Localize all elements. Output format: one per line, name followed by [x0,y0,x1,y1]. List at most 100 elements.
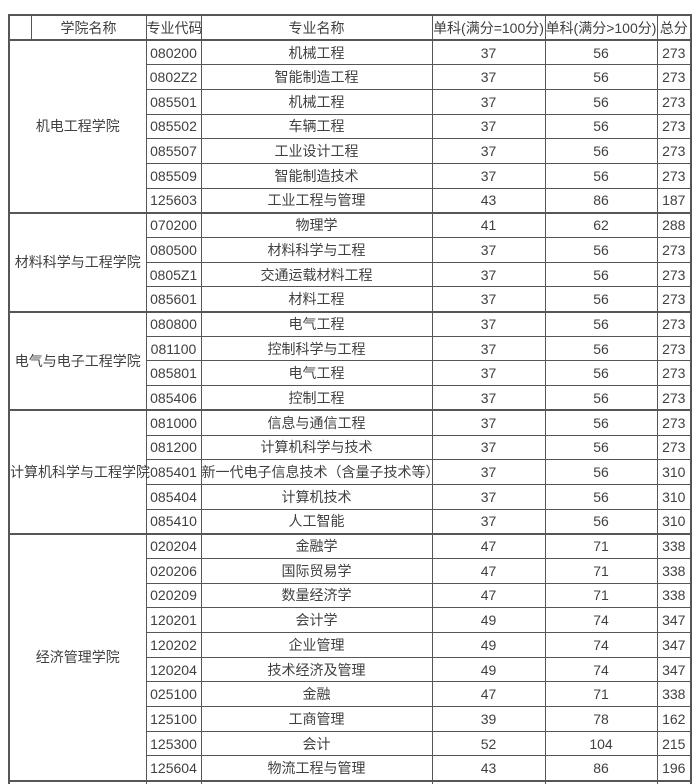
major-name-cell: 计算机技术 [200,483,433,510]
major-name-cell: 新一代电子信息技术（含量子技术等） [200,459,440,485]
single-subject-gt100-cell: 56 [544,360,658,387]
single-subject-gt100-cell: 56 [544,162,658,189]
major-code-cell: 025100 [145,681,202,708]
single-subject-eq100-header: 单科(满分=100分) [431,14,546,41]
total-score-cell: 273 [656,237,692,263]
major-code-cell: 081000 [145,409,202,436]
single-subject-gt100-cell: 56 [544,483,658,510]
major-name-cell: 控制工程 [200,385,433,411]
single-subject-gt100-cell: 71 [544,532,658,559]
table-row: 085410 人工智能 37 56 310 [9,508,692,535]
single-subject-eq100-cell: 37 [431,138,546,164]
major-code-cell: 0805Z1 [145,261,202,288]
major-code-cell: 085507 [145,138,202,164]
total-score-cell: 215 [656,730,692,757]
header-row: 学院名称 专业代码 专业名称 单科(满分=100分) 单科(满分>100分) 总分 [8,14,692,41]
single-subject-eq100-cell: 49 [431,656,546,683]
major-name-cell: 技术经济及管理 [200,656,433,683]
single-subject-gt100-cell [544,779,658,784]
single-subject-eq100-cell: 37 [431,261,546,288]
single-subject-gt100-cell: 56 [544,385,658,411]
major-code-cell: 125603 [145,187,202,214]
single-subject-eq100-cell: 37 [431,39,546,66]
table-row: 经济管理学院 020204 金融学 47 71 338 [8,532,692,782]
total-score-cell: 273 [656,434,692,461]
single-subject-eq100-cell: 37 [431,459,546,485]
major-name-cell: 物流工程与管理 [200,755,433,782]
total-score-cell: 288 [656,211,692,238]
major-code-cell: 085601 [145,286,202,313]
major-name-cell: 交通运载材料工程 [200,261,433,288]
admission-score-table: 学院名称 专业代码 专业名称 单科(满分=100分) 单科(满分>100分) 总分 机电工… [8,14,692,784]
total-score-cell: 310 [656,459,692,485]
table-row: 020206 国际贸易学 47 71 338 [9,557,692,584]
single-subject-gt100-cell: 74 [544,656,658,683]
major-code-cell: 081200 [145,434,202,461]
single-subject-eq100-cell: 37 [431,360,546,387]
major-name-cell: 人工智能 [200,508,433,535]
major-code-cell: 0802Z2 [145,64,202,90]
table-row: 085502 车辆工程 37 56 273 [9,113,692,140]
single-subject-gt100-cell: 56 [544,508,658,535]
single-subject-eq100-cell: 49 [431,607,546,633]
major-name-header: 专业名称 [200,14,433,41]
single-subject-gt100-cell: 56 [544,409,658,436]
table-row: 025100 金融 47 71 338 [9,681,692,708]
total-score-cell: 162 [656,706,692,732]
college-cell: 机电工程学院 [8,39,147,214]
major-name-cell: 智能制造技术 [200,162,433,189]
major-name-cell: 车辆工程 [200,113,433,140]
total-score-cell: 347 [656,607,692,633]
major-name-cell: 工商管理 [200,706,433,732]
single-subject-eq100-cell: 47 [431,681,546,708]
single-subject-gt100-cell: 56 [544,138,658,164]
major-code-cell: 085501 [145,88,202,115]
total-score-cell: 338 [656,681,692,708]
college-cell [8,779,147,784]
single-subject-gt100-cell: 62 [544,211,658,238]
single-subject-gt100-cell: 56 [544,113,658,140]
major-code-cell: 125100 [145,706,202,732]
table-row: 120202 企业管理 49 74 347 [9,632,692,658]
major-code-header: 专业代码 [145,14,203,41]
major-name-cell: 电气工程 [200,310,433,337]
college-name-header: 学院名称 [30,14,147,41]
major-name-cell: 工业设计工程 [200,138,433,164]
major-code-cell: 020204 [145,532,202,559]
major-code-cell: 081100 [145,335,202,362]
single-subject-gt100-cell: 56 [544,335,658,362]
single-subject-gt100-cell: 74 [544,632,658,658]
single-subject-gt100-cell: 56 [544,310,658,337]
college-cell: 计算机科学与工程学院 [8,409,150,535]
major-name-cell: 会计学 [200,607,433,633]
table-row: 120201 会计学 49 74 347 [9,607,692,633]
major-code-cell: 085801 [145,360,202,387]
major-name-cell: 计算机科学与技术 [200,434,433,461]
table-row: 电气与电子工程学院 080800 电气工程 37 56 273 [8,310,692,411]
major-name-cell: 控制科学与工程 [200,335,433,362]
table-row: 085507 工业设计工程 37 56 273 [9,138,692,164]
single-subject-eq100-cell: 47 [431,532,546,559]
total-score-cell: 338 [656,582,692,609]
major-code-cell: 085410 [145,508,202,535]
table-row: 材料科学与工程学院 070200 物理学 41 62 288 [8,211,692,313]
major-code-cell: 080200 [145,39,202,66]
major-code-cell: 125604 [145,755,202,782]
major-name-cell: 金融 [200,681,433,708]
single-subject-eq100-cell: 47 [431,582,546,609]
major-name-cell: 国际贸易学 [200,557,433,584]
table-row: 080500 材料科学与工程 37 56 273 [9,237,692,263]
total-score-cell: 273 [656,286,692,313]
single-subject-eq100-cell: 37 [431,162,546,189]
single-subject-gt100-cell: 56 [544,64,658,90]
major-code-cell: 125300 [145,730,202,757]
single-subject-eq100-cell: 52 [431,730,546,757]
single-subject-eq100-cell: 37 [431,286,546,313]
single-subject-gt100-cell: 56 [544,459,658,485]
table-row: 125604 物流工程与管理 43 86 196 [9,755,692,782]
single-subject-gt100-cell: 71 [544,582,658,609]
college-cell: 电气与电子工程学院 [8,310,147,411]
table-row: 125300 会计 52 104 215 [9,730,692,757]
single-subject-eq100-cell: 37 [431,113,546,140]
